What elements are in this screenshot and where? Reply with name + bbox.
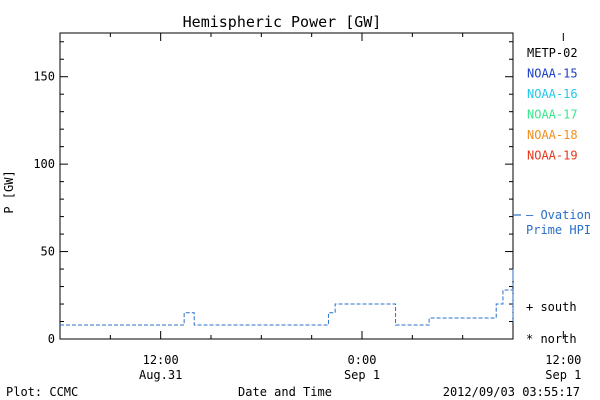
x-tick-label-date: Sep 1 xyxy=(545,368,581,382)
ovation-series xyxy=(60,269,514,326)
y-axis-ticks: 0 50 100 150 xyxy=(33,41,513,346)
x-axis-label: Date and Time xyxy=(238,385,332,399)
x-tick-label-time: 0:00 xyxy=(348,353,377,367)
footer-timestamp: 2012/09/03 03:55:17 xyxy=(443,385,580,399)
x-tick-label-date: Sep 1 xyxy=(344,368,380,382)
y-tick-label: 50 xyxy=(41,245,55,259)
y-axis-label: P [GW] xyxy=(2,170,16,213)
ovation-label-line1: – Ovation xyxy=(526,208,591,222)
x-tick-label-time: 12:00 xyxy=(143,353,179,367)
legend-entry: NOAA-17 xyxy=(527,108,578,122)
south-marker-label: + south xyxy=(526,300,577,314)
ovation-line xyxy=(60,269,514,326)
legend-entry: METP-02 xyxy=(527,46,578,60)
plot-frame xyxy=(59,32,514,340)
legend-entry: NOAA-18 xyxy=(527,128,578,142)
chart-title: Hemispheric Power [GW] xyxy=(183,13,382,31)
north-marker-label: * north xyxy=(526,332,577,346)
x-tick-label-date: Aug.31 xyxy=(139,368,182,382)
footer-credit: Plot: CCMC xyxy=(6,385,78,399)
y-tick-label: 150 xyxy=(33,70,55,84)
plot-border xyxy=(59,32,514,340)
y-tick-label: 0 xyxy=(48,332,55,346)
legend-entry: NOAA-16 xyxy=(527,87,578,101)
legend: METP-02 NOAA-15 NOAA-16 NOAA-17 NOAA-18 NOAA-… xyxy=(527,46,578,163)
legend-entry: NOAA-15 xyxy=(527,67,578,81)
legend-entry: NOAA-19 xyxy=(527,149,578,163)
x-tick-label-time: 12:00 xyxy=(545,353,581,367)
y-tick-label: 100 xyxy=(33,157,55,171)
ovation-label-line2: Prime HPI xyxy=(526,223,591,237)
